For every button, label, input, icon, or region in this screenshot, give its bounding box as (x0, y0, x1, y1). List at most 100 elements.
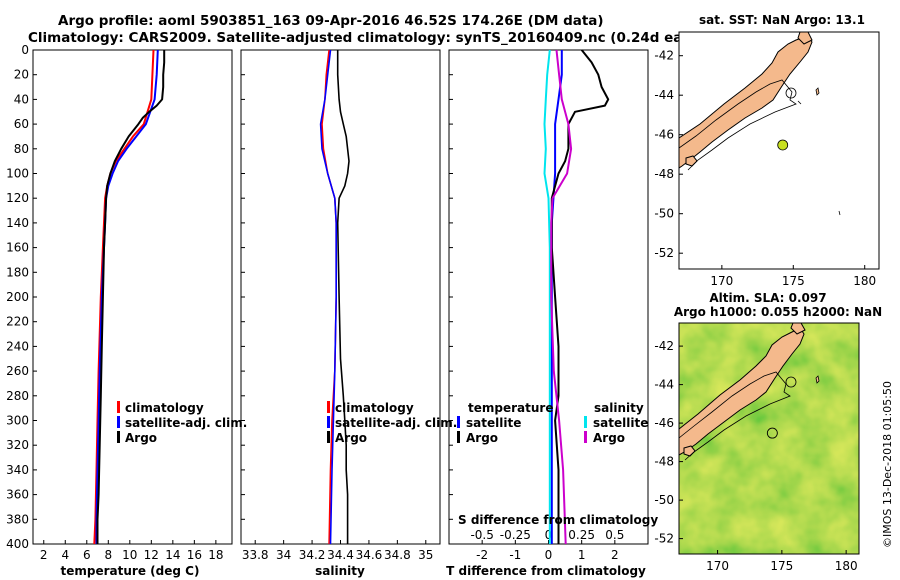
north-island-tip (797, 32, 813, 45)
legend-swatch-satellite (117, 416, 120, 428)
s-tick-label: 0 (545, 528, 553, 542)
y-tick-label: 360 (6, 488, 29, 502)
salinity-legend: climatology satellite-adj. clim. Argo (327, 401, 457, 445)
temperature-axes: 0 20 40 60 80 100 120 140 160 180 200 220 240 260 280 3… (6, 43, 223, 562)
y-tick-label: -52 (654, 246, 674, 260)
legend-label-climatology: climatology (335, 401, 414, 415)
plot-title-line2: Climatology: CARS2009. Satellite-adjuste… (28, 30, 721, 46)
x-tick-label: -1 (509, 548, 521, 562)
x-tick-label: 34.8 (384, 548, 411, 562)
legend-label-s-satellite: satellite (593, 416, 648, 430)
temperature-panel (32, 49, 233, 545)
legend-swatch-climatology (117, 401, 120, 413)
x-tick-label: 34 (276, 548, 291, 562)
x-tick-label: 35 (418, 548, 433, 562)
legend-swatch-t-satellite (457, 416, 460, 428)
north-island-tip (790, 323, 806, 335)
chatham-contour-marker (785, 376, 797, 388)
x-tick-label: 34.2 (299, 548, 326, 562)
x-tick-label: -2 (476, 548, 488, 562)
y-tick-label: 80 (14, 142, 29, 156)
chatham-contour-marker (785, 87, 797, 99)
salinity-xlabel: salinity (315, 564, 365, 578)
legend-label-climatology: climatology (125, 401, 204, 415)
legend-label-argo: Argo (335, 431, 367, 445)
x-tick-label: 175 (770, 559, 793, 573)
s-tick-label: -0.5 (470, 528, 493, 542)
y-tick-label: -44 (654, 378, 674, 392)
x-tick-label: 175 (782, 274, 805, 288)
legend-swatch-argo (117, 431, 120, 443)
y-tick-label: -46 (654, 416, 674, 430)
contour-fragment (838, 210, 841, 216)
y-tick-label: 140 (6, 216, 29, 230)
s-tick-label: 0.5 (605, 528, 624, 542)
x-tick-label: 18 (208, 548, 223, 562)
s-tick-label: -0.25 (500, 528, 531, 542)
y-tick-label: 280 (6, 389, 29, 403)
y-tick-label: 300 (6, 414, 29, 428)
temperature-legend: climatology satellite-adj. clim. Argo (117, 401, 247, 445)
y-tick-label: 180 (6, 265, 29, 279)
y-tick-label: 340 (6, 463, 29, 477)
y-tick-label: 20 (14, 68, 29, 82)
y-tick-label: 320 (6, 438, 29, 452)
legend-label-satellite: satellite-adj. clim. (335, 416, 457, 430)
difference-axes: -2 -1 0 1 2 -0.5 -0.25 0 0.25 0.5 (449, 49, 624, 562)
salinity-panel (240, 49, 441, 545)
sla-map-frame (678, 322, 860, 555)
y-tick-label: 0 (21, 43, 29, 57)
series-t-argo (550, 49, 610, 544)
small-island (815, 375, 820, 384)
y-tick-label: 400 (6, 537, 29, 551)
s-tick-label: 0.25 (568, 528, 595, 542)
x-tick-label: 33.8 (242, 548, 269, 562)
legend-title-temperature: temperature (468, 401, 553, 415)
x-tick-label: 16 (187, 548, 202, 562)
temperature-xlabel: temperature (deg C) (61, 564, 200, 578)
x-tick-label: 1 (578, 548, 586, 562)
legend-label-t-argo: Argo (466, 431, 498, 445)
x-tick-label: 2 (40, 548, 48, 562)
salinity-axes: 33.8 34 34.2 34.4 34.6 34.8 35 (241, 49, 433, 562)
series-argo (96, 50, 166, 544)
y-tick-label: -42 (654, 49, 674, 63)
series-satellite-adj-clim (319, 49, 338, 545)
imos-credit: ©IMOS 13-Dec-2018 01:05:50 (881, 381, 894, 548)
difference-panel (448, 49, 649, 545)
legend-swatch-satellite (327, 416, 330, 428)
x-tick-label: 34.6 (356, 548, 383, 562)
legend-label-argo: Argo (125, 431, 157, 445)
x-tick-label: 180 (835, 559, 858, 573)
x-tick-label: 12 (144, 548, 159, 562)
y-tick-label: 380 (6, 512, 29, 526)
sla-map-title-line2: Argo h1000: 0.055 h2000: NaN (674, 305, 882, 319)
legend-label-satellite: satellite-adj. clim. (125, 416, 247, 430)
x-tick-label: 0 (545, 548, 553, 562)
shelf-contour (679, 79, 797, 171)
contour-fragment (797, 100, 802, 105)
shelf-contour (679, 371, 791, 461)
sst-map-land (679, 32, 841, 216)
south-island-coastline (679, 327, 805, 456)
legend-swatch-s-argo (584, 431, 587, 443)
sla-map-title-line1: Altim. SLA: 0.097 (709, 291, 826, 305)
legend-label-s-argo: Argo (593, 431, 625, 445)
y-tick-label: 260 (6, 364, 29, 378)
series-s-argo (550, 49, 573, 545)
y-tick-label: -48 (654, 167, 674, 181)
legend-title-salinity: salinity (594, 401, 644, 415)
y-tick-label: 60 (14, 117, 29, 131)
legend-swatch-t-argo (457, 431, 460, 443)
argo-location-marker (766, 427, 778, 439)
s-axis-title: S difference from climatology (458, 513, 658, 527)
series-argo (336, 50, 350, 544)
argo-location-marker (777, 139, 789, 151)
legend-swatch-argo (327, 431, 330, 443)
y-tick-label: 160 (6, 241, 29, 255)
x-tick-label: 14 (165, 548, 180, 562)
x-tick-label: 170 (710, 274, 733, 288)
y-tick-label: -52 (654, 532, 674, 546)
x-tick-label: 4 (61, 548, 69, 562)
